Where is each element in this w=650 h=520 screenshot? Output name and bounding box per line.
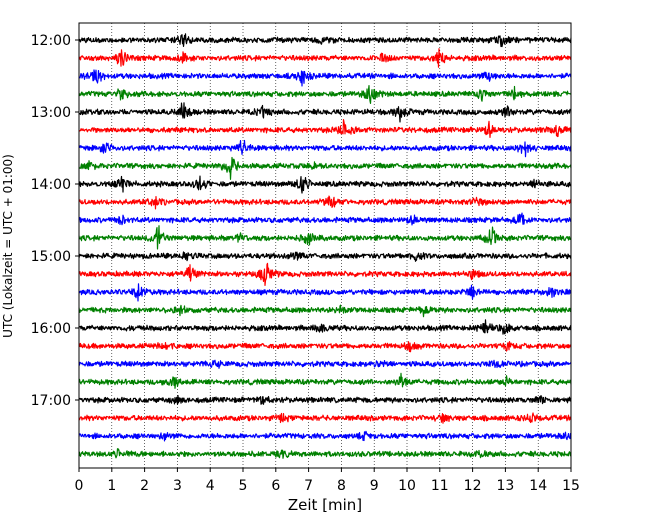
x-tick-label: 0 [75, 478, 84, 494]
seismogram-trace [78, 225, 572, 250]
seismogram-trace [78, 448, 572, 459]
seismogram-trace [78, 48, 572, 68]
x-tick-label: 10 [398, 478, 416, 494]
y-tick-label: 15:00 [31, 249, 71, 265]
x-tick-label: 1 [107, 478, 116, 494]
seismogram-trace [78, 175, 572, 194]
seismogram-trace [78, 69, 572, 87]
seismogram-trace [78, 195, 572, 210]
y-tick-label: 17:00 [31, 393, 71, 409]
x-tick-label: 7 [304, 478, 313, 494]
x-axis-label: Zeit [min] [288, 496, 362, 514]
seismogram-trace [78, 340, 572, 353]
seismogram-trace [78, 412, 572, 424]
x-tick-label: 6 [271, 478, 280, 494]
seismogram-traces [78, 33, 572, 459]
seismogram-trace [78, 85, 572, 104]
seismogram-trace [78, 394, 572, 405]
x-tick-label: 2 [140, 478, 149, 494]
y-axis-label: UTC (Lokalzeit = UTC + 01:00) [1, 154, 15, 338]
seismogram-trace [78, 262, 572, 287]
y-tick-label: 14:00 [31, 177, 71, 193]
y-axis-ticks: 12:00 13:00 14:00 15:00 16:00 17:00 [31, 33, 79, 409]
y-tick-label: 13:00 [31, 105, 71, 121]
seismogram-trace [78, 102, 572, 123]
x-tick-label: 14 [529, 478, 547, 494]
seismogram-trace [78, 212, 572, 226]
x-tick-label: 11 [431, 478, 449, 494]
seismogram-trace [78, 430, 572, 442]
x-tick-label: 9 [370, 478, 379, 494]
x-tick-label: 13 [496, 478, 514, 494]
x-tick-label: 12 [464, 478, 482, 494]
y-tick-label: 16:00 [31, 321, 71, 337]
seismogram-trace [78, 251, 572, 262]
seismogram-trace [78, 156, 572, 180]
seismogram-trace [78, 359, 572, 369]
x-axis-ticks: 0 1 2 3 4 5 6 7 8 9 10 11 12 13 14 15 [75, 468, 580, 494]
seismogram-trace [78, 319, 572, 335]
y-tick-label: 12:00 [31, 33, 71, 49]
seismogram-trace [78, 33, 572, 48]
seismogram-trace [78, 372, 572, 389]
seismogram-trace [78, 304, 572, 318]
seismogram-trace [78, 139, 572, 158]
seismogram-trace [78, 283, 572, 302]
x-tick-label: 8 [337, 478, 346, 494]
x-tick-label: 15 [562, 478, 580, 494]
x-tick-label: 5 [239, 478, 248, 494]
vertical-gridlines [111, 23, 539, 468]
x-tick-label: 3 [173, 478, 182, 494]
seismogram-trace [78, 119, 572, 139]
plot-frame [78, 22, 572, 469]
x-tick-label: 4 [206, 478, 215, 494]
